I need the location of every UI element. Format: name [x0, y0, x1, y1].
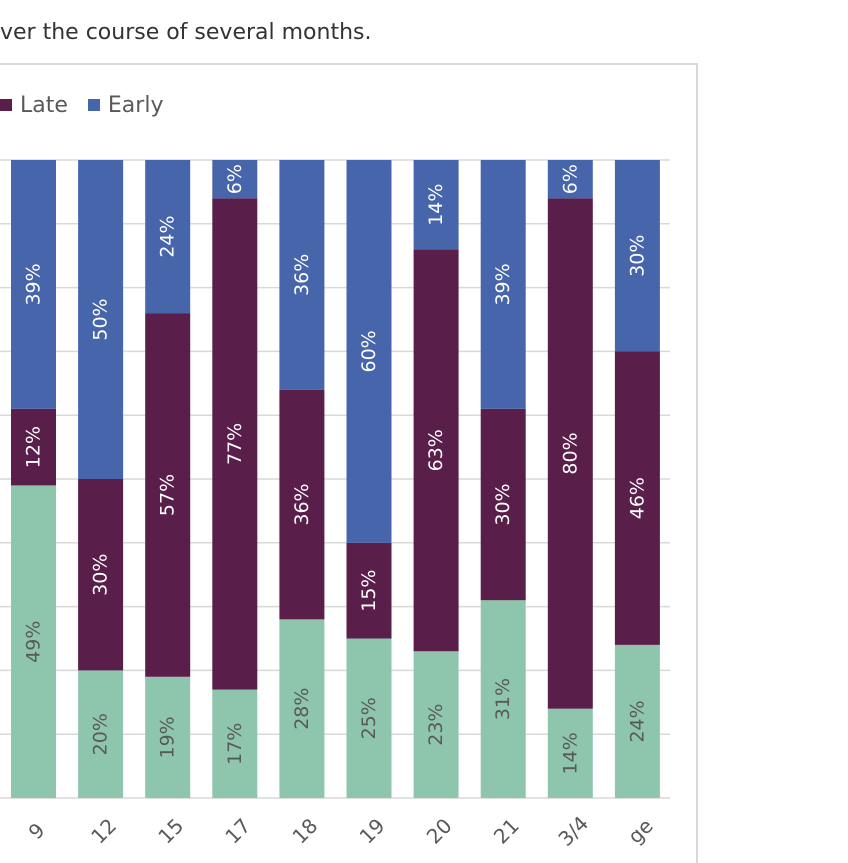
- data-label: 20%: [90, 713, 112, 755]
- data-label: 77%: [224, 423, 246, 465]
- data-label: 36%: [291, 483, 313, 525]
- bar-segment-base: [145, 676, 191, 798]
- x-tick-label: 12: [86, 814, 121, 849]
- bar-segment-early: [547, 160, 593, 199]
- data-label: 6%: [559, 164, 581, 194]
- bar-segment-base: [11, 485, 56, 798]
- x-tick-label: 18: [287, 814, 322, 849]
- data-label: 25%: [358, 697, 380, 739]
- x-tick-label: ge: [623, 814, 658, 849]
- x-tick-label: 20: [422, 814, 457, 849]
- data-label: 12%: [23, 426, 45, 468]
- bar-segment-late: [614, 351, 660, 645]
- bar-segment-base: [346, 638, 392, 798]
- data-label: 36%: [291, 254, 313, 296]
- legend-item-late[interactable]: Late: [0, 93, 68, 118]
- bar-segment-base: [480, 600, 526, 798]
- data-label: 24%: [157, 215, 179, 257]
- bar-segment-late: [547, 198, 593, 709]
- data-label: 63%: [425, 429, 447, 471]
- data-label: 50%: [90, 298, 112, 340]
- bar-segment-late: [413, 249, 459, 652]
- bar-segment-late: [480, 408, 526, 601]
- bar-segment-early: [480, 160, 526, 409]
- data-label: 6%: [224, 164, 246, 194]
- bar-segment-base: [614, 644, 660, 798]
- x-tick-label: 21: [489, 814, 524, 849]
- bar-segment-early: [279, 160, 325, 390]
- bar-segment-late: [279, 389, 325, 620]
- legend-swatch-late: [0, 99, 12, 111]
- bar-segment-late: [346, 542, 392, 639]
- chart-frame: [0, 63, 698, 863]
- legend-item-early[interactable]: Early: [87, 92, 164, 118]
- chart-caption: ver the course of several months.: [0, 20, 372, 45]
- bar-segment-early: [413, 160, 459, 250]
- data-label: 15%: [358, 570, 380, 612]
- data-label: 14%: [425, 184, 447, 226]
- data-label: 24%: [626, 700, 648, 742]
- data-label: 49%: [23, 621, 45, 663]
- bar-segment-late: [212, 198, 258, 690]
- bar-segment-late: [78, 479, 124, 671]
- bar-segment-late: [11, 408, 56, 486]
- x-tick-label: 17: [220, 814, 255, 849]
- legend-label-early: Early: [107, 92, 164, 118]
- x-tick-label: 9: [24, 818, 50, 844]
- data-label: 30%: [90, 554, 112, 596]
- data-label: 23%: [425, 704, 447, 746]
- x-tick-label: 19: [355, 814, 390, 849]
- legend: Late Early: [0, 90, 183, 120]
- x-tick-label: 3/4: [553, 811, 593, 850]
- bar-segment-base: [279, 619, 325, 798]
- data-label: 39%: [23, 263, 45, 305]
- data-label: 31%: [492, 678, 514, 720]
- bar-segment-base: [212, 689, 258, 798]
- bar-segment-base: [547, 708, 593, 798]
- data-label: 19%: [157, 716, 179, 758]
- data-label: 57%: [157, 474, 179, 516]
- x-tick-label: 15: [153, 814, 188, 849]
- bar-segment-early: [212, 160, 258, 199]
- bar-segment-early: [346, 160, 392, 543]
- data-label: 39%: [492, 263, 514, 305]
- bar-segment-base: [413, 651, 459, 798]
- bar-segment-early: [145, 160, 191, 314]
- bar-segment-early: [614, 160, 660, 352]
- bar-segment-late: [145, 313, 191, 677]
- data-label: 14%: [559, 732, 581, 774]
- bar-segment-early: [78, 160, 124, 479]
- data-label: 46%: [626, 477, 648, 519]
- data-label: 80%: [559, 432, 581, 474]
- data-label: 30%: [626, 235, 648, 277]
- bar-segment-base: [78, 670, 124, 798]
- data-label: 17%: [224, 723, 246, 765]
- legend-swatch-early: [87, 99, 100, 111]
- data-label: 60%: [358, 330, 380, 372]
- data-label: 30%: [492, 483, 514, 525]
- legend-label-late: Late: [20, 92, 68, 118]
- data-label: 28%: [291, 688, 313, 730]
- bar-segment-early: [11, 160, 56, 409]
